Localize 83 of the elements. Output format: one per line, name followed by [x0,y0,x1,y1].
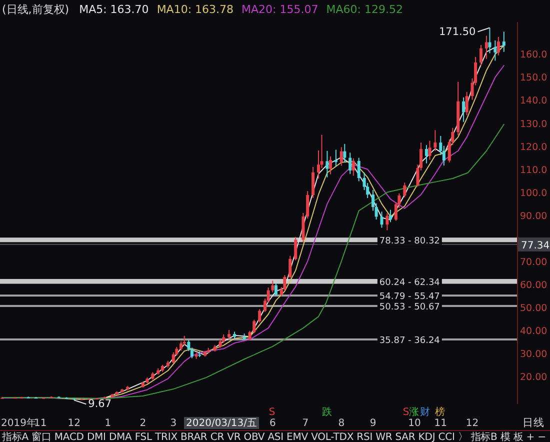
y-tick-label: 110.0 [520,164,548,176]
x-tick-label: 8 [338,418,345,429]
candlestick [488,27,492,54]
y-tick-label: 20.00 [520,372,548,383]
x-tick-label: 7 [302,418,309,429]
candlestick [274,282,278,296]
candlestick [502,31,506,52]
x-tick-label: 12 [68,418,81,429]
text: S [402,407,410,418]
text: S [268,407,276,418]
candlestick [258,308,262,323]
text: 日线 [522,416,544,429]
text: 财 [420,406,430,418]
candlestick [403,182,406,198]
candlestick [357,157,360,182]
y-tick-label: 100.0 [520,188,548,199]
candlestick [496,36,500,56]
y-tick-label: 90.00 [520,210,548,222]
candlestick [434,130,437,152]
text: 2020/03/13/五 [186,418,258,429]
band-label: 35.87 - 36.24 [379,336,440,346]
candlestick [380,211,384,228]
x-tick-label: 1 [104,418,112,429]
candlestick [312,166,315,199]
y-tick-label: 70.00 [520,256,548,268]
band-label: 50.53 - 50.67 [379,302,440,312]
candlestick [334,149,338,168]
text: MA20: 155.07 [242,3,318,16]
text: 涨 [409,406,419,418]
x-tick-label: 3 [170,418,177,429]
candlestick [343,143,346,163]
ref-line-label: 77.34 [521,240,550,252]
annotation: 9.67 [88,398,112,410]
candlestick [462,96,466,122]
candlestick [465,91,468,116]
x-tick-label: 10 [408,418,421,429]
band-label: 54.79 - 55.47 [379,292,440,302]
candlestick [326,150,329,178]
line-series [2,124,504,399]
x-tick-label: 2 [140,418,146,429]
y-tick-label: 150.0 [520,72,548,84]
x-tick-label: 11 [34,418,47,429]
x-tick-label: 12 [466,418,479,429]
text: MA10: 163.78 [156,3,234,16]
candlestick [302,212,305,243]
candlestick [424,144,428,164]
candlestick [428,140,432,160]
text: 指标A 窗口 MACD DMI DMA FSL TRIX BRAR CR VR OBV ASI EMV VOL-TDX RSI WR SAR KDJ CCI 〉 指标B 模 板 + − [1,431,546,442]
band-label: 60.24 - 62.34 [379,278,440,288]
y-tick-label: 130.0 [520,118,548,130]
candlestick [252,319,256,334]
candlestick [271,280,274,293]
candlestick [480,44,483,66]
y-tick-label: 120.0 [520,142,548,153]
y-tick-label: 160.0 [520,50,548,61]
band-label: 78.33 - 80.32 [379,236,440,246]
x-tick-label: 11 [434,418,448,429]
y-tick-label: 50.00 [520,302,548,314]
y-tick-label: 140.0 [520,96,548,107]
candlestick [386,212,389,231]
y-tick-label: 30.00 [520,348,548,360]
candlestick [340,146,343,166]
candlestick [484,35,488,60]
candlestick [494,40,497,62]
x-tick-label: 6 [269,418,276,429]
text: MA5: 163.70 [79,3,149,16]
candlestick [388,209,392,223]
candlestick [288,255,292,278]
candlestick [294,236,298,261]
x-tick-label: 9 [370,418,376,429]
y-tick-label: 60.00 [520,280,548,291]
text: MA60: 129.52 [326,3,403,16]
candlestick [328,156,332,175]
text: 榜 [435,406,445,418]
candlestick [352,158,355,176]
candlestick [306,190,310,220]
chart-title: (日线,前复权) [2,3,70,16]
candlestick [348,152,352,174]
text: 跌 [322,406,332,418]
x-tick-label: 2019年 [1,417,36,429]
y-tick-label: 40.00 [520,326,548,337]
candlestick [228,329,231,340]
annotation: 171.50 [438,26,476,38]
